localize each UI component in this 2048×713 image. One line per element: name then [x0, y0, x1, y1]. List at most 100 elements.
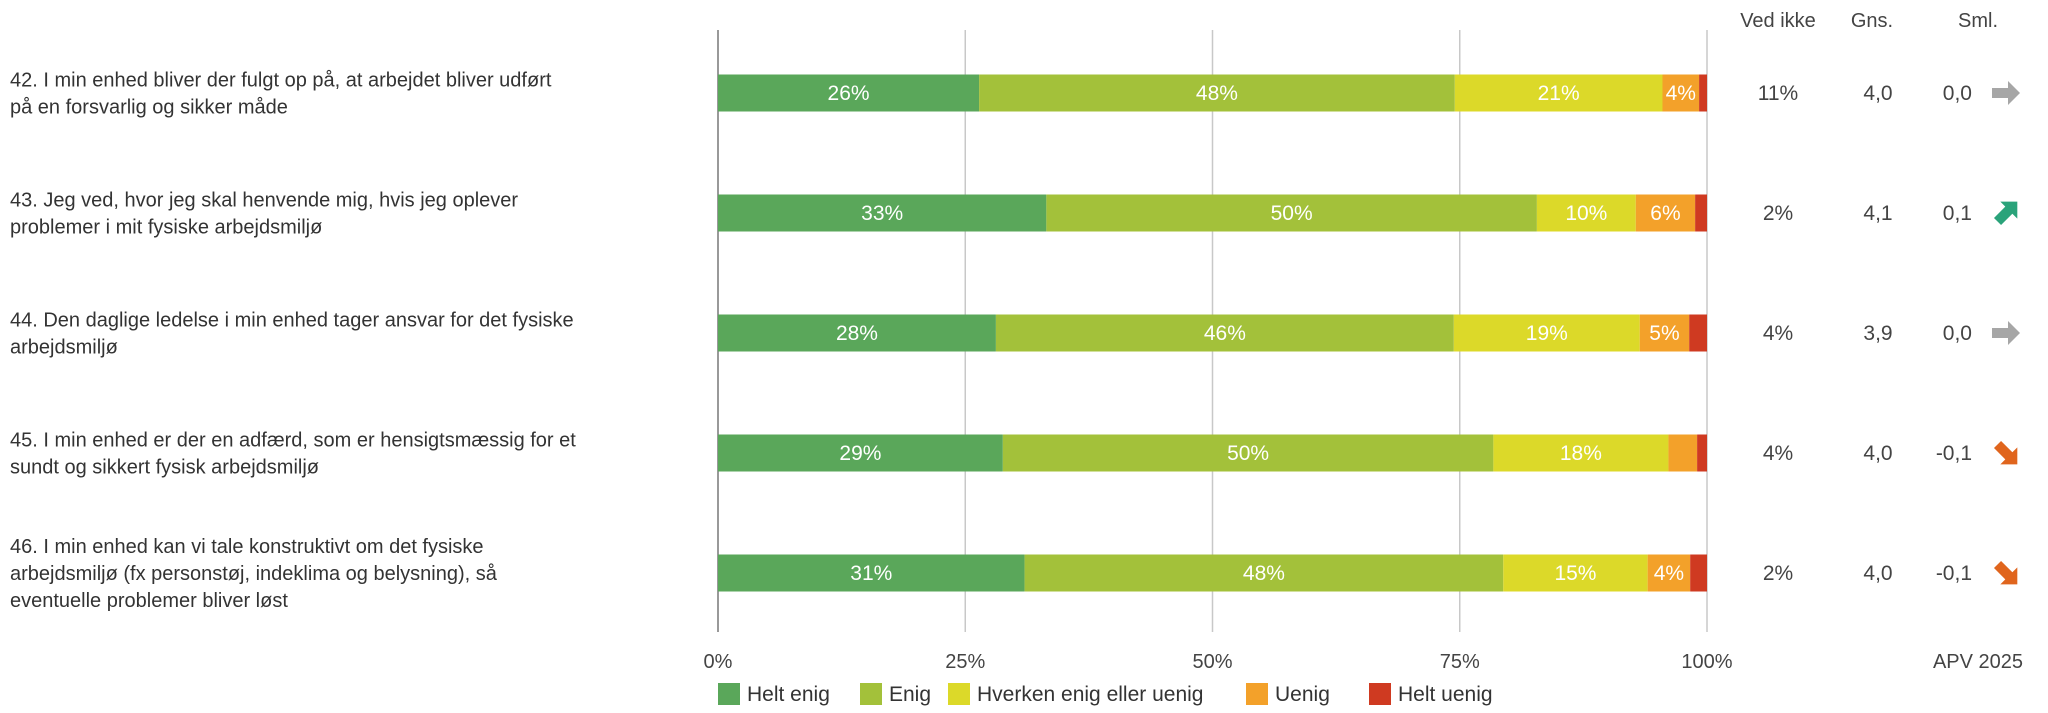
stat-header: Ved ikke	[1740, 10, 1816, 32]
footer-label: APV 2025	[1933, 651, 2023, 673]
question-label-line: 44. Den daglige ledelse i min enhed tage…	[10, 310, 574, 332]
bar-segment	[995, 314, 1454, 352]
question-label-line: problemer i mit fysiske arbejdsmiljø	[10, 217, 322, 239]
bars: 26% 48% 21% 4% 33% 50% 10% 6% 28% 46% 19% 5% 29% 50% 1…	[718, 74, 1707, 592]
question-label-line: eventuelle problemer bliver løst	[10, 590, 288, 612]
legend-swatch	[1246, 683, 1268, 705]
bar-segment	[1689, 314, 1707, 352]
bar-segment	[1690, 554, 1707, 592]
legend-label: Helt enig	[747, 683, 830, 706]
bar-value-label: 48%	[1243, 562, 1285, 585]
ved-ikke-value: 2%	[1763, 202, 1793, 225]
x-tick-label: 75%	[1440, 651, 1480, 673]
question-label-line: på en forsvarlig og sikker måde	[10, 97, 288, 119]
bar-value-label: 31%	[850, 562, 892, 585]
sml-value: 0,0	[1943, 82, 1972, 105]
bar-segment	[1493, 434, 1669, 472]
x-tick-label: 25%	[945, 651, 985, 673]
bar-value-label: 4%	[1654, 562, 1684, 585]
bar-segment	[1647, 554, 1691, 592]
bar-value-label: 33%	[861, 202, 903, 225]
legend-swatch	[860, 683, 882, 705]
x-tick-label: 50%	[1192, 651, 1232, 673]
bar-segment	[718, 314, 996, 352]
bar-value-label: 18%	[1560, 442, 1602, 465]
bar-value-label: 29%	[839, 442, 881, 465]
bar-segment	[718, 74, 980, 112]
x-tick-label: 100%	[1681, 651, 1732, 673]
question-label-line: arbejdsmiljø (fx personstøj, indeklima o…	[10, 563, 498, 585]
legend-label: Enig	[889, 683, 931, 706]
ved-ikke-value: 11%	[1758, 82, 1798, 105]
bar-segment	[1454, 74, 1663, 112]
bar-segment	[1024, 554, 1504, 592]
legend-label: Hverken enig eller uenig	[977, 683, 1203, 706]
bar-segment	[1046, 194, 1537, 232]
gns-value: 4,0	[1863, 442, 1892, 465]
ved-ikke-value: 2%	[1763, 562, 1793, 585]
arrow-right-icon	[1992, 321, 2020, 345]
bar-value-label: 28%	[836, 322, 878, 345]
stat-header: Gns.	[1851, 10, 1893, 32]
bar-segment	[1662, 74, 1700, 112]
gns-value: 4,1	[1863, 202, 1892, 225]
bar-value-label: 19%	[1526, 322, 1568, 345]
question-labels: 42. I min enhed bliver der fulgt op på, …	[10, 70, 576, 613]
gns-value: 4,0	[1863, 562, 1892, 585]
arrow-down-right-icon	[1993, 560, 2018, 585]
sml-value: 0,1	[1943, 202, 1972, 225]
stat-columns: Ved ikke Gns. Sml. APV 2025 11% 4,0 0,0 2% 4,1 0,…	[1740, 10, 2023, 673]
bar-value-label: 48%	[1196, 82, 1238, 105]
stat-header: Sml.	[1958, 10, 1998, 32]
bar-segment	[1453, 314, 1640, 352]
bar-segment	[1697, 434, 1707, 472]
question-label-line: arbejdsmiljø	[10, 337, 118, 359]
bar-segment	[1668, 434, 1698, 472]
bar-segment	[1635, 194, 1696, 232]
arrow-right-icon	[1992, 81, 2020, 105]
gns-value: 4,0	[1863, 82, 1892, 105]
bar-value-label: 50%	[1271, 202, 1313, 225]
bar-value-label: 50%	[1227, 442, 1269, 465]
bar-value-label: 4%	[1666, 82, 1696, 105]
bar-value-label: 46%	[1204, 322, 1246, 345]
bar-segment	[718, 554, 1025, 592]
arrow-down-right-icon	[1993, 440, 2018, 465]
legend-swatch	[718, 683, 740, 705]
bar-segment	[1699, 74, 1707, 112]
bar-segment	[718, 434, 1003, 472]
legend-swatch	[948, 683, 970, 705]
x-tick-label: 0%	[704, 651, 733, 673]
bar-segment	[1002, 434, 1494, 472]
sml-value: 0,0	[1943, 322, 1972, 345]
question-label-line: 45. I min enhed er der en adfærd, som er…	[10, 430, 576, 452]
bar-segment	[1536, 194, 1636, 232]
bar-value-label: 5%	[1649, 322, 1679, 345]
bar-segment	[1695, 194, 1707, 232]
arrow-up-right-icon	[1993, 201, 2018, 226]
question-label-line: 46. I min enhed kan vi tale konstruktivt…	[10, 536, 484, 558]
legend: Helt enig Enig Hverken enig eller uenig Uen…	[718, 683, 1493, 706]
x-axis: 0% 25% 50% 75% 100%	[704, 651, 1733, 673]
bar-value-label: 26%	[828, 82, 870, 105]
legend-label: Uenig	[1275, 683, 1330, 706]
bar-segment	[1639, 314, 1690, 352]
sml-value: -0,1	[1936, 442, 1972, 465]
bar-value-label: 6%	[1650, 202, 1680, 225]
bar-segment	[718, 194, 1047, 232]
ved-ikke-value: 4%	[1763, 442, 1793, 465]
bar-value-label: 10%	[1565, 202, 1607, 225]
bar-segment	[1503, 554, 1648, 592]
question-label-line: 42. I min enhed bliver der fulgt op på, …	[10, 70, 552, 92]
legend-swatch	[1369, 683, 1391, 705]
sml-value: -0,1	[1936, 562, 1972, 585]
ved-ikke-value: 4%	[1763, 322, 1793, 345]
bar-value-label: 21%	[1538, 82, 1580, 105]
question-label-line: sundt og sikkert fysisk arbejdsmiljø	[10, 457, 319, 479]
question-label-line: 43. Jeg ved, hvor jeg skal henvende mig,…	[10, 190, 518, 212]
bar-segment	[979, 74, 1455, 112]
legend-label: Helt uenig	[1398, 683, 1493, 706]
gns-value: 3,9	[1863, 322, 1892, 345]
bar-value-label: 15%	[1554, 562, 1596, 585]
